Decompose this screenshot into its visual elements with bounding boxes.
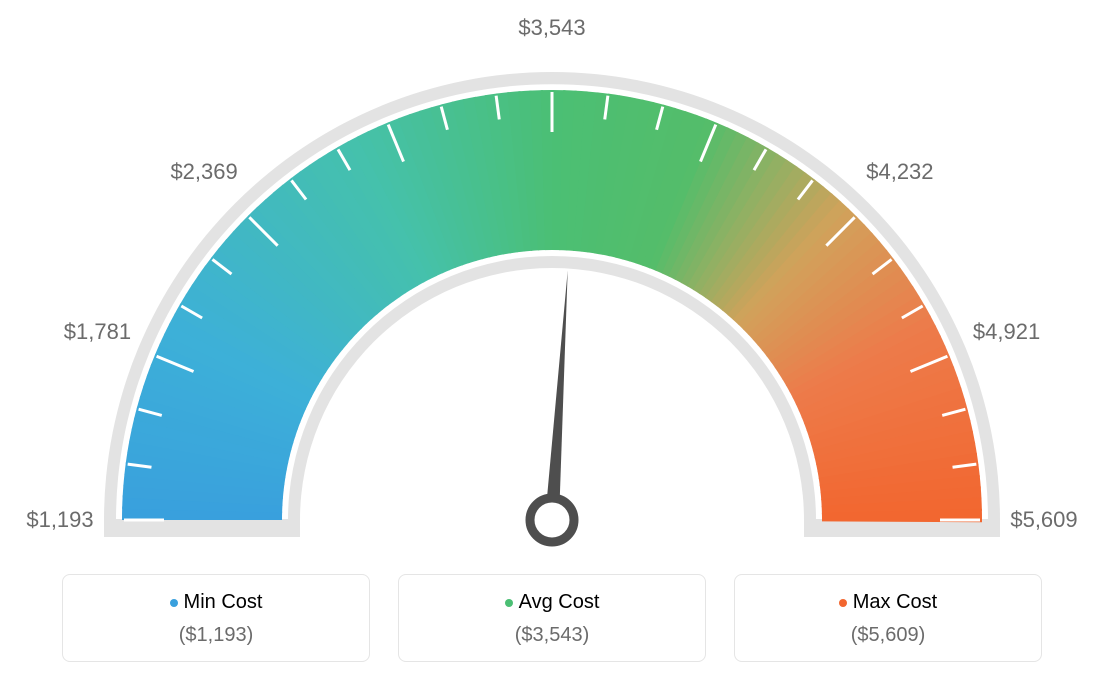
legend-title-avg: Avg Cost [411, 591, 693, 614]
legend-label-avg: Avg Cost [519, 591, 600, 613]
legend-title-min: Min Cost [75, 591, 357, 614]
chart-container: $1,193 $1,781 $2,369 $3,543 $4,232 $4,921 $5,6… [0, 0, 1104, 690]
gauge-svg [0, 0, 1104, 560]
legend-value-avg: ($3,543) [411, 624, 693, 647]
gauge-tick-label: $4,232 [866, 159, 933, 185]
legend-card-min: Min Cost ($1,193) [62, 574, 370, 662]
dot-icon [839, 599, 847, 607]
legend-title-max: Max Cost [747, 591, 1029, 614]
gauge-area: $1,193 $1,781 $2,369 $3,543 $4,232 $4,921 $5,6… [0, 0, 1104, 560]
legend-card-avg: Avg Cost ($3,543) [398, 574, 706, 662]
gauge-tick-label: $1,193 [26, 507, 93, 533]
legend-card-max: Max Cost ($5,609) [734, 574, 1042, 662]
gauge-tick-label: $1,781 [64, 319, 131, 345]
legend-value-min: ($1,193) [75, 624, 357, 647]
legend-row: Min Cost ($1,193) Avg Cost ($3,543) Max … [62, 574, 1042, 662]
dot-icon [505, 599, 513, 607]
legend-label-max: Max Cost [853, 591, 937, 613]
gauge-tick-label: $5,609 [1010, 507, 1077, 533]
legend-label-min: Min Cost [184, 591, 263, 613]
dot-icon [170, 599, 178, 607]
gauge-tick-label: $2,369 [170, 159, 237, 185]
legend-value-max: ($5,609) [747, 624, 1029, 647]
gauge-tick-label: $4,921 [973, 319, 1040, 345]
gauge-tick-label: $3,543 [518, 15, 585, 41]
